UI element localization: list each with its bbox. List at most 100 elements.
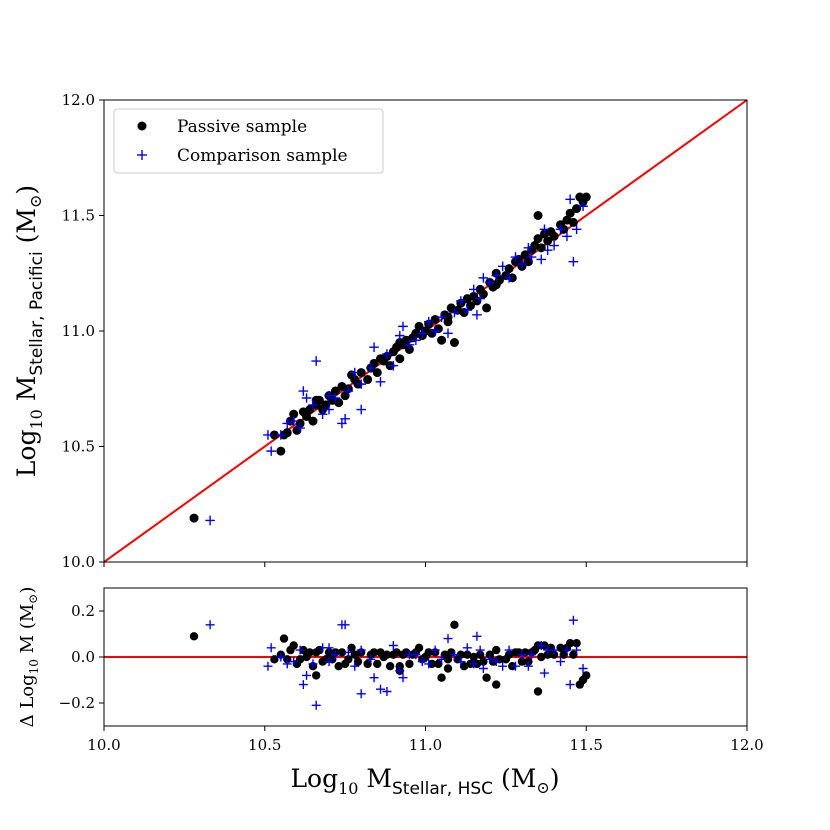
residual-comparison-point: [491, 657, 501, 667]
res-ylabel-pre: Δ Log: [17, 674, 38, 727]
main-passive-point: [533, 211, 543, 220]
residual-passive-point: [334, 662, 343, 671]
main-comparison-point: [536, 254, 547, 265]
residual-passive-point: [437, 673, 446, 682]
residual-passive-point: [456, 650, 466, 659]
residual-comparison-point: [311, 700, 321, 710]
residual-comparison-point: [475, 645, 485, 655]
main-comparison-point: [205, 515, 215, 526]
main-ylabel-sub10: 10: [27, 409, 46, 429]
residual-passive-point: [289, 641, 298, 650]
main-passive-point: [372, 368, 382, 378]
residual-passive-point: [414, 643, 424, 652]
main-passive-point: [565, 208, 575, 218]
residual-comparison-point: [562, 645, 572, 655]
residual-passive-point: [469, 652, 478, 662]
main-comparison-point: [282, 418, 293, 429]
main-comparison-point: [411, 335, 421, 346]
main-comparison-point: [394, 330, 405, 341]
main-comparison-point: [568, 256, 579, 267]
xlabel-sub10: 10: [338, 779, 358, 798]
residual-comparison-point: [511, 661, 521, 671]
xlabel-close: ): [550, 764, 560, 793]
main-passive-point: [478, 289, 488, 299]
residual-comparison-point: [298, 680, 308, 690]
main-comparison-point: [263, 430, 273, 440]
residual-passive-point: [482, 673, 491, 682]
residual-passive-point: [189, 632, 199, 641]
residual-passive-point: [533, 687, 543, 696]
residual-comparison-point: [437, 654, 447, 664]
residual-x-tick-label: 10.0: [87, 736, 120, 754]
main-comparison-point: [497, 261, 508, 272]
legend: Passive sample Comparison sample: [113, 108, 384, 174]
residual-y-tick-label: 0.0: [71, 648, 95, 666]
res-ylabel-sub10: 10: [27, 659, 41, 674]
main-comparison-point: [356, 404, 366, 415]
residual-comparison-point: [302, 670, 312, 680]
main-comparison-point: [485, 277, 495, 288]
residual-comparison-point: [556, 657, 566, 667]
residual-passive-point: [463, 650, 472, 659]
main-y-tick-label: 10.0: [62, 553, 95, 571]
residual-passive-point: [279, 634, 289, 643]
residual-y-ticks: 0.2 0.0 −0.2: [59, 602, 104, 712]
residual-y-tick-label: 0.2: [71, 602, 95, 620]
residual-passive-point: [459, 662, 469, 671]
main-comparison-point: [526, 252, 537, 262]
main-comparison-point: [382, 349, 392, 359]
main-passive-point: [536, 243, 546, 253]
residual-comparison-point: [469, 659, 479, 669]
main-passive-point: [282, 428, 292, 438]
main-ylabel-pre: Log: [12, 430, 41, 478]
main-passive-point: [449, 338, 459, 348]
legend-box: [113, 108, 384, 174]
main-comparison-point: [578, 201, 588, 212]
residual-passive-point: [582, 671, 591, 680]
main-comparison-point: [565, 194, 575, 205]
residual-comparison-point: [527, 650, 537, 660]
residual-passive-point: [373, 659, 382, 669]
residual-comparison-point: [382, 687, 392, 696]
residual-comparison-point: [462, 643, 472, 653]
main-comparison-point: [366, 363, 376, 373]
residual-comparison-point: [366, 654, 376, 664]
xlabel-pre: Log: [290, 764, 338, 793]
residual-comparison-point: [565, 680, 575, 690]
main-y-tick-label: 10.5: [62, 438, 95, 456]
main-comparison-point: [369, 342, 379, 352]
residual-comparison-point: [369, 673, 379, 683]
main-comparison-point: [491, 270, 502, 281]
residual-passive-point: [517, 657, 527, 666]
main-ylabel-sun: ⊙: [26, 195, 45, 208]
residual-points-group: [189, 615, 591, 710]
residual-x-tick-label: 10.5: [248, 736, 281, 754]
xlabel-mid: M: [358, 764, 392, 793]
residual-comparison-point: [424, 659, 434, 669]
residual-comparison-point: [517, 650, 527, 660]
xlabel-sub: Stellar, HSC: [392, 779, 493, 799]
residual-panel: 0.2 0.0 −0.2 10.0 10.5 11.0 11.5 12.0 Δ Log10 …: [17, 587, 764, 799]
main-passive-point: [437, 335, 447, 345]
residual-passive-point: [549, 650, 559, 659]
residual-passive-point: [344, 655, 353, 664]
residual-x-ticks: 10.0 10.5 11.0 11.5 12.0: [87, 726, 764, 754]
main-passive-point: [504, 264, 514, 274]
res-ylabel-mid: M (M: [17, 604, 38, 659]
residual-passive-point: [382, 650, 392, 659]
residual-comparison-point: [485, 654, 495, 664]
residual-passive-point: [443, 655, 453, 664]
main-comparison-point: [301, 393, 312, 403]
residual-comparison-point: [324, 643, 334, 653]
residual-comparison-point: [350, 661, 360, 671]
residual-y-tick-label: −0.2: [59, 694, 95, 712]
residual-y-axis-title: Δ Log10 M (M⊙): [17, 587, 41, 728]
residual-comparison-point: [340, 620, 350, 630]
main-comparison-point: [443, 328, 453, 339]
residual-comparison-point: [443, 634, 453, 644]
residual-comparison-point: [263, 661, 273, 671]
residual-passive-point: [385, 662, 395, 671]
main-comparison-point: [462, 305, 473, 316]
main-comparison-point: [324, 390, 334, 401]
residual-comparison-point: [308, 659, 318, 669]
